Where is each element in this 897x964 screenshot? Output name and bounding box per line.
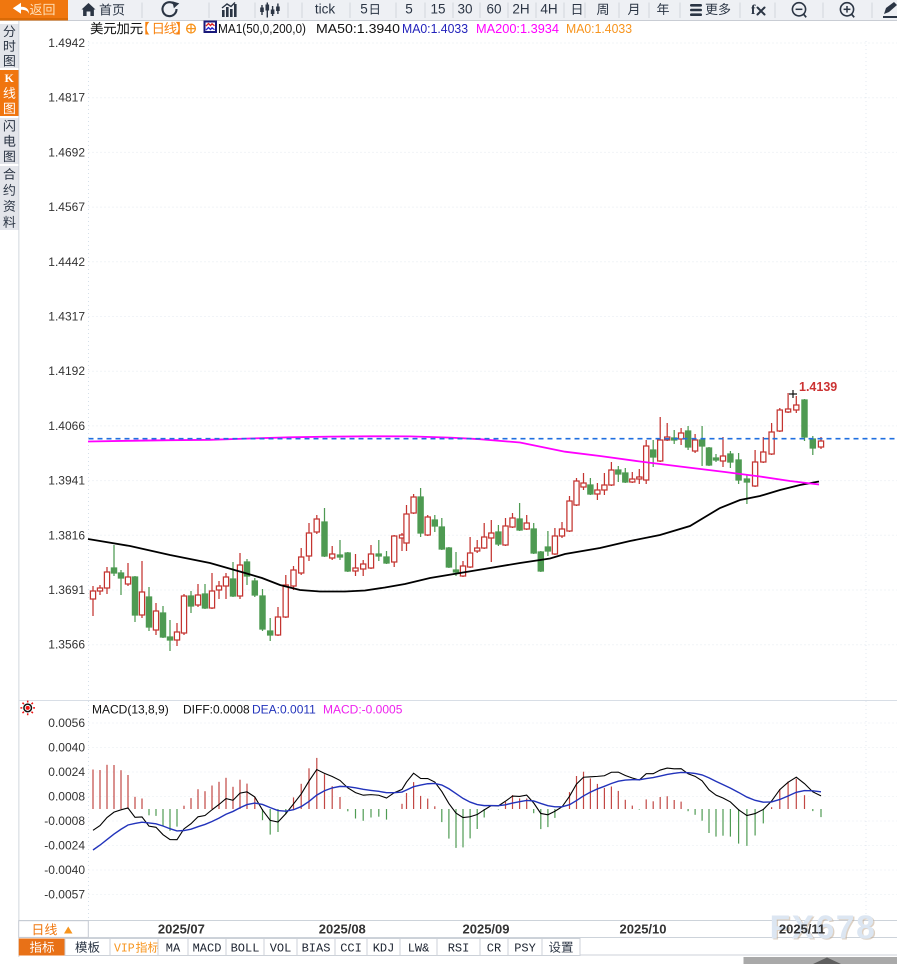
svg-text:MA50:1.3940: MA50:1.3940 (316, 21, 400, 36)
svg-text:-0.0040: -0.0040 (44, 863, 85, 877)
svg-text:DEA:0.0011: DEA:0.0011 (252, 703, 316, 717)
svg-text:f: f (751, 2, 756, 17)
svg-text:CR: CR (487, 942, 501, 956)
svg-text:FX678: FX678 (771, 911, 878, 948)
svg-text:1.4692: 1.4692 (48, 145, 85, 159)
svg-text:15: 15 (430, 2, 445, 17)
svg-text:BIAS: BIAS (302, 942, 331, 956)
svg-text:RSI: RSI (448, 942, 470, 956)
svg-text:MA0:1.4033: MA0:1.4033 (566, 21, 632, 36)
svg-text:MA: MA (166, 942, 181, 956)
svg-text:2H: 2H (512, 2, 529, 17)
svg-text:2025/10: 2025/10 (620, 922, 667, 937)
svg-text:2025/08: 2025/08 (319, 922, 366, 937)
svg-text:-0.0057: -0.0057 (44, 888, 85, 902)
svg-text:PSY: PSY (514, 942, 536, 956)
svg-text:0.0056: 0.0056 (48, 716, 85, 730)
svg-text:VIP: VIP (114, 943, 135, 956)
svg-text:MACD(13,8,9): MACD(13,8,9) (92, 703, 169, 717)
svg-text:FX678: FX678 (770, 910, 877, 947)
svg-text:1.4442: 1.4442 (48, 255, 85, 269)
svg-text:2025/07: 2025/07 (158, 922, 205, 937)
svg-text:-0.0008: -0.0008 (44, 814, 85, 828)
svg-text:MA0:1.4033: MA0:1.4033 (402, 21, 468, 36)
svg-text:KDJ: KDJ (373, 942, 395, 956)
svg-text:VOL: VOL (270, 942, 292, 956)
svg-text:1.4066: 1.4066 (48, 419, 85, 433)
svg-text:K: K (5, 71, 15, 85)
svg-text:0.0040: 0.0040 (48, 741, 85, 755)
svg-text:-0.0024: -0.0024 (44, 839, 85, 853)
svg-text:0.0024: 0.0024 (48, 765, 85, 779)
svg-text:MACD:-0.0005: MACD:-0.0005 (323, 703, 403, 717)
svg-text:1.4317: 1.4317 (48, 310, 85, 324)
svg-text:DIFF:0.0008: DIFF:0.0008 (183, 703, 250, 717)
svg-text:2025/11: 2025/11 (779, 922, 825, 937)
svg-text:BOLL: BOLL (231, 942, 260, 956)
svg-text:4H: 4H (540, 2, 557, 17)
svg-text:LW&: LW& (408, 942, 430, 956)
svg-text:1.3816: 1.3816 (48, 528, 85, 542)
svg-text:MACD: MACD (193, 942, 222, 956)
svg-text:60: 60 (486, 2, 501, 17)
svg-text:1.3941: 1.3941 (48, 474, 85, 488)
svg-text:2025/09: 2025/09 (463, 922, 510, 937)
svg-text:1.4139: 1.4139 (799, 380, 837, 394)
svg-text:tick: tick (315, 2, 336, 17)
svg-text:1.4942: 1.4942 (48, 36, 85, 50)
svg-text:1.4567: 1.4567 (48, 200, 85, 214)
svg-text:1.3566: 1.3566 (48, 638, 85, 652)
svg-text:1.4192: 1.4192 (48, 364, 85, 378)
svg-text:5: 5 (405, 2, 413, 17)
svg-text:0.0008: 0.0008 (48, 790, 85, 804)
svg-text:30: 30 (457, 2, 472, 17)
svg-text:5: 5 (360, 2, 368, 17)
svg-text:CCI: CCI (340, 942, 362, 956)
svg-text:1.3691: 1.3691 (48, 583, 85, 597)
svg-text:MA1(50,0,200,0): MA1(50,0,200,0) (218, 21, 306, 36)
svg-text:1.4817: 1.4817 (48, 91, 85, 105)
svg-text:MA200:1.3934: MA200:1.3934 (476, 21, 559, 36)
